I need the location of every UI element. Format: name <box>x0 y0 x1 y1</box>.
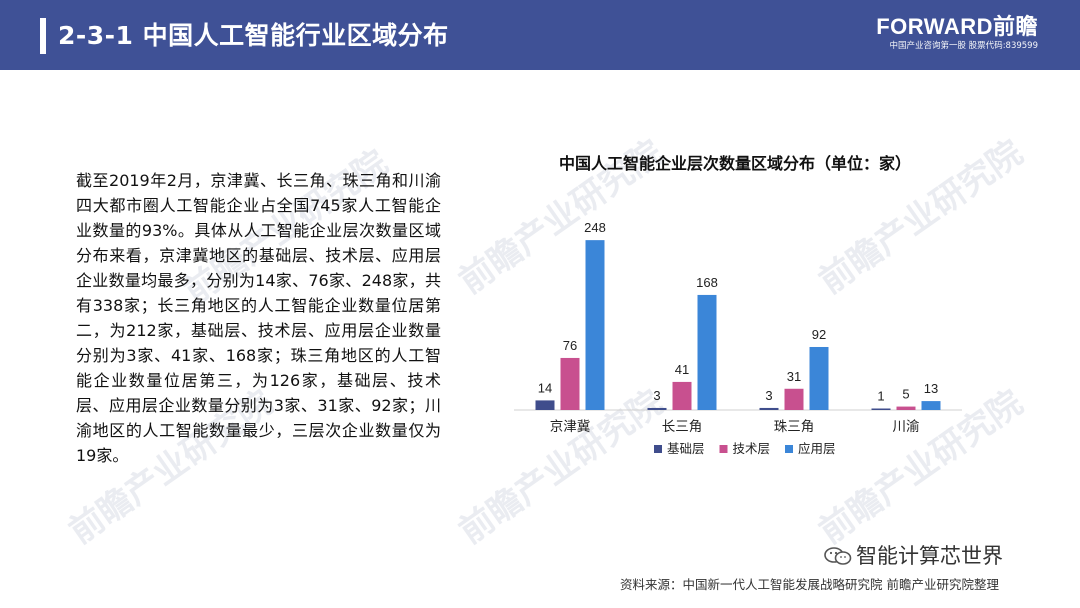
bar <box>585 240 605 410</box>
bar <box>896 406 916 410</box>
legend-swatch <box>785 445 793 453</box>
bar <box>809 346 829 410</box>
bar <box>697 294 717 410</box>
brand-logo: FORWARD前瞻 中国产业咨询第一股 股票代码:839599 <box>876 14 1038 52</box>
data-label: 168 <box>696 275 718 290</box>
legend-swatch <box>719 445 728 453</box>
bar <box>560 357 580 410</box>
data-label: 92 <box>812 327 826 342</box>
data-label: 3 <box>653 388 660 403</box>
category-label: 长三角 <box>662 419 703 435</box>
header-accent-bar <box>40 18 46 54</box>
category-label: 珠三角 <box>774 419 815 435</box>
data-label: 76 <box>563 338 577 353</box>
page-title: 2-3-1 中国人工智能行业区域分布 <box>58 21 449 50</box>
legend-label: 技术层 <box>733 441 771 456</box>
brand-subtitle: 中国产业咨询第一股 股票代码:839599 <box>889 41 1038 51</box>
data-label: 3 <box>765 388 772 403</box>
bar <box>647 407 667 410</box>
wechat-icon <box>824 547 852 565</box>
legend-label: 基础层 <box>667 441 705 456</box>
bar <box>921 401 941 410</box>
bar <box>871 408 891 410</box>
legend-label: 应用层 <box>798 441 836 456</box>
data-label: 13 <box>924 381 938 396</box>
summary-paragraph: 截至2019年2月，京津冀、长三角、珠三角和川渝四大都市圈人工智能企业占全国74… <box>76 171 441 465</box>
data-label: 248 <box>584 220 606 235</box>
chart-title: 中国人工智能企业层次数量区域分布（单位：家） <box>558 154 911 173</box>
data-label: 14 <box>538 380 552 395</box>
bar <box>672 381 692 410</box>
bar <box>759 407 779 410</box>
wechat-account-name: 智能计算芯世界 <box>856 544 1003 568</box>
bar <box>535 400 555 410</box>
brand-name: FORWARD前瞻 <box>876 14 1038 39</box>
header-banner: 2-3-1 中国人工智能行业区域分布 FORWARD前瞻 中国产业咨询第一股 股… <box>0 0 1080 70</box>
data-label: 5 <box>902 387 909 402</box>
bar <box>784 388 804 410</box>
category-label: 川渝 <box>893 419 921 435</box>
legend-swatch <box>654 445 662 453</box>
data-label: 41 <box>675 362 689 377</box>
category-label: 京津冀 <box>550 419 591 435</box>
data-label: 1 <box>877 389 884 404</box>
source-note: 资料来源：中国新一代人工智能发展战略研究院 前瞻产业研究院整理 <box>620 577 999 592</box>
data-label: 31 <box>787 369 801 384</box>
